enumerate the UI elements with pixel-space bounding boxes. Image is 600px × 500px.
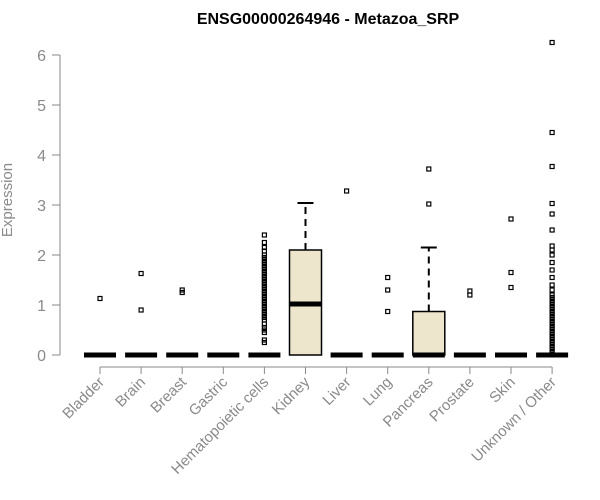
chart-title: ENSG00000264946 - Metazoa_SRP xyxy=(197,11,460,28)
x-tick-label: Liver xyxy=(319,374,354,409)
outlier-point xyxy=(508,269,514,276)
outlier-point xyxy=(549,247,555,253)
outlier-point xyxy=(549,200,555,207)
box-group xyxy=(84,39,569,358)
outlier-point xyxy=(549,163,555,170)
x-tick-label: Skin xyxy=(486,374,519,407)
outlier-point xyxy=(549,227,555,233)
y-axis-label: Expression xyxy=(0,163,16,237)
x-tick-label: Brain xyxy=(112,374,149,411)
outlier-point xyxy=(385,274,391,281)
outlier-point xyxy=(261,239,267,246)
outlier-point xyxy=(385,287,391,293)
outlier-point xyxy=(261,337,267,343)
outlier-point xyxy=(549,211,555,217)
outlier-point xyxy=(508,284,514,291)
outlier-point xyxy=(549,287,555,293)
outlier-point xyxy=(549,274,555,281)
x-tick-label: Breast xyxy=(147,373,190,416)
outlier-point xyxy=(426,166,432,172)
outlier-point xyxy=(97,295,103,302)
box-unknown-other xyxy=(536,39,569,358)
box-brain xyxy=(125,270,158,358)
x-tick-label: Prostate xyxy=(426,374,478,426)
outlier-point xyxy=(467,288,473,294)
outlier-point xyxy=(138,270,144,277)
y-tick-label: 5 xyxy=(37,98,46,115)
outlier-point xyxy=(426,201,432,207)
outlier-point xyxy=(549,129,555,136)
box-skin xyxy=(495,216,527,358)
box-kidney xyxy=(288,202,323,356)
box-liver xyxy=(330,188,363,358)
outlier-point xyxy=(344,188,350,194)
y-tick-label: 0 xyxy=(37,348,46,365)
x-tick-label: Lung xyxy=(360,374,396,410)
outlier-point xyxy=(261,244,267,251)
outlier-point xyxy=(549,282,555,288)
outlier-point xyxy=(549,292,555,298)
outlier-point xyxy=(508,216,514,222)
outlier-point xyxy=(138,307,144,313)
y-tick-label: 2 xyxy=(37,248,46,265)
outlier-point xyxy=(179,287,185,293)
box-prostate xyxy=(453,288,486,358)
outlier-point xyxy=(549,267,555,273)
y-tick-label: 3 xyxy=(37,198,46,215)
outlier-point xyxy=(549,39,555,46)
box-lung xyxy=(371,274,404,358)
y-tick-label: 6 xyxy=(37,48,46,65)
y-axis: 0 1 2 3 4 5 6 xyxy=(37,48,61,365)
y-tick-label: 4 xyxy=(37,148,46,165)
outlier-point xyxy=(261,232,267,238)
outlier-point xyxy=(467,292,473,298)
outlier-point xyxy=(385,308,391,315)
y-tick-label: 1 xyxy=(37,298,46,315)
box-rect xyxy=(412,310,446,356)
box-bladder xyxy=(84,295,116,358)
x-tick-label: Bladder xyxy=(59,374,108,423)
box-hematopoietic-cells xyxy=(248,232,281,358)
outlier-point xyxy=(549,243,555,249)
box-pancreas xyxy=(412,166,446,358)
box-breast xyxy=(166,287,199,358)
outlier-point xyxy=(549,259,555,266)
x-tick-label: Kidney xyxy=(269,373,314,418)
outlier-point xyxy=(549,252,555,258)
